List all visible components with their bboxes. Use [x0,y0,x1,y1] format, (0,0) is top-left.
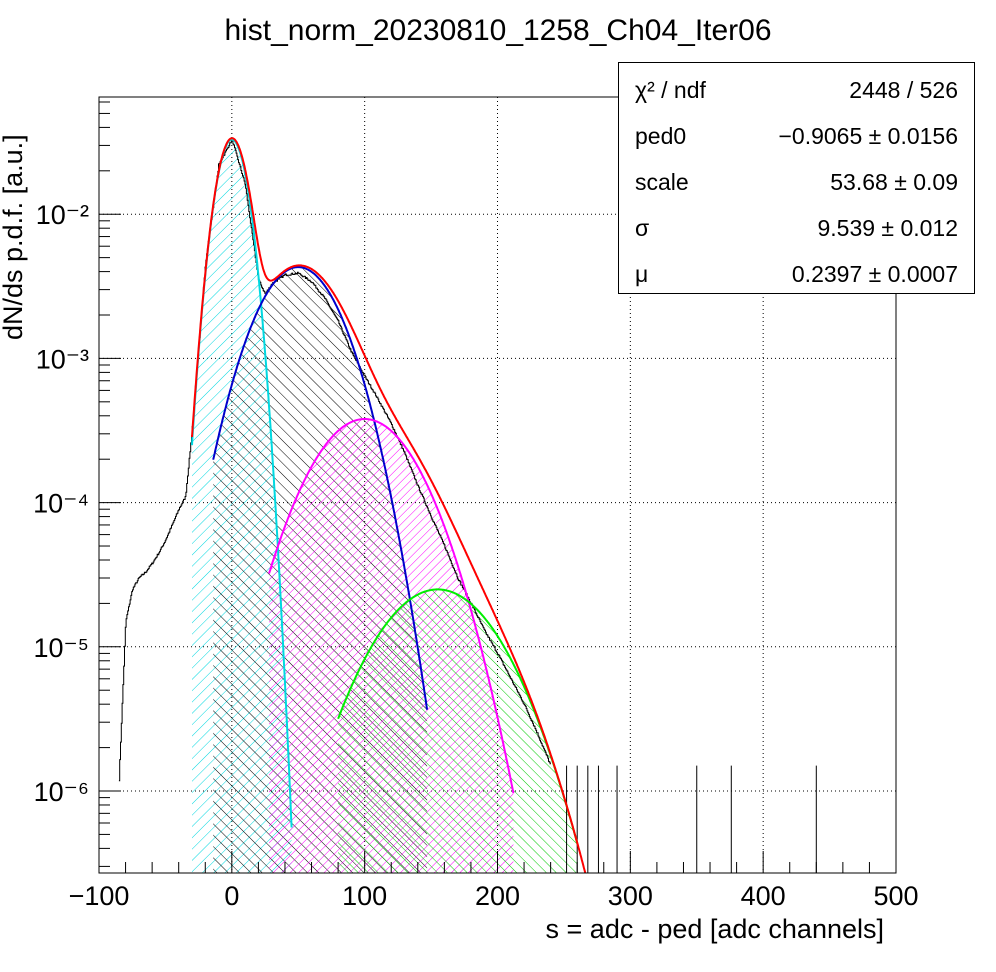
stat-row-scale: scale 53.68 ± 0.09 [619,159,974,205]
one-pe-curve [212,266,429,710]
chart-title: hist_norm_20230810_1258_Ch04_Iter06 [224,14,772,47]
stat-value: 0.2397 ± 0.0007 [791,261,958,287]
x-tick-label: −100 [69,881,130,911]
stat-row-mu: μ 0.2397 ± 0.0007 [619,251,974,297]
fit-statistics-box: χ² / ndf 2448 / 526 ped0 −0.9065 ± 0.015… [618,62,975,294]
x-tick-label: 200 [475,881,520,911]
x-tick-label: 100 [342,881,387,911]
data-histogram-line [118,139,551,782]
x-tick-label: 500 [873,881,918,911]
stat-value: −0.9065 ± 0.0156 [778,123,958,149]
y-tick-label: 10⁻² [36,200,89,230]
stat-key: χ² / ndf [635,77,706,103]
x-axis-label: s = adc - ped [adc channels] [546,914,884,944]
fit-curves [191,137,587,873]
two-pe-curve [268,418,515,794]
y-tick-label: 10⁻⁴ [33,489,89,519]
stat-value: 9.539 ± 0.012 [817,215,958,241]
stat-key: μ [635,261,649,287]
y-axis-label: dN/ds p.d.f. [a.u.] [0,134,28,340]
stat-row-ped0: ped0 −0.9065 ± 0.0156 [619,113,974,159]
y-tick-label: 10⁻⁶ [34,777,89,807]
data-histogram [118,139,817,873]
x-tick-label: 300 [608,881,653,911]
component-fills [192,139,578,873]
three-pe-fill [338,589,578,873]
stat-key: σ [635,215,650,241]
total-fit-curve [191,137,587,873]
stat-row-sigma: σ 9.539 ± 0.012 [619,205,974,251]
stat-key: scale [635,169,689,195]
y-tick-label: 10⁻³ [36,344,89,374]
stat-value: 53.68 ± 0.09 [830,169,958,195]
y-tick-label: 10⁻⁵ [34,633,89,663]
axes: −100 0 100 200 300 400 500 10⁻⁶ 10⁻⁵ 10⁻⁴ 10⁻³ 10⁻² [33,101,919,911]
x-tick-label: 400 [741,881,786,911]
stat-row-chi2: χ² / ndf 2448 / 526 [619,67,974,113]
x-tick-label: 0 [224,881,239,911]
stat-value: 2448 / 526 [849,77,958,103]
stat-key: ped0 [635,123,687,149]
